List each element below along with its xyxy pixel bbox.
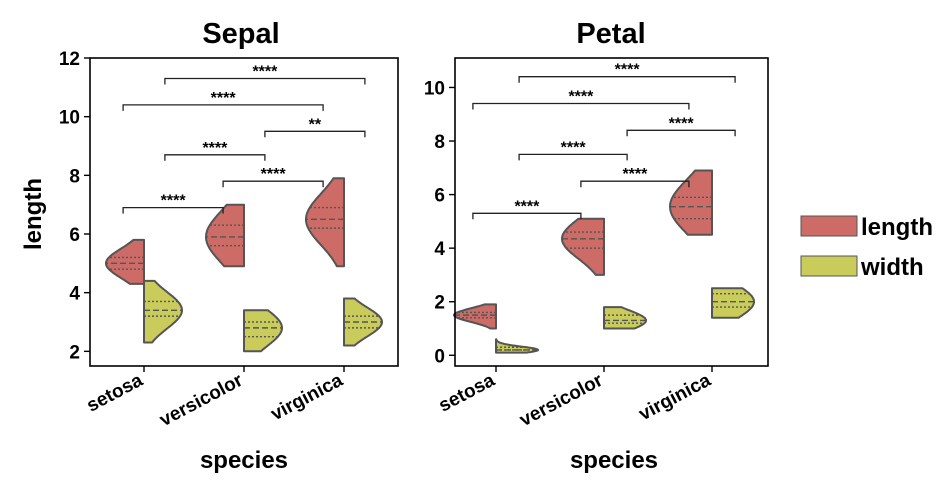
petal-violin-setosa-length bbox=[453, 303, 497, 330]
petal-x-tick-label-versicolor: versicolor bbox=[516, 370, 607, 431]
sepal-significance-bracket bbox=[122, 104, 324, 111]
petal-x-axis: setosa versicolor virginica bbox=[435, 366, 715, 431]
petal-y-tick-label: 4 bbox=[434, 239, 445, 260]
petal-significance-label: **** bbox=[622, 166, 648, 183]
petal-violin-virginica-length bbox=[669, 169, 713, 236]
sepal-chart-title: Sepal bbox=[202, 18, 279, 50]
petal-x-tick-label-setosa: setosa bbox=[435, 370, 498, 417]
sepal-significance-bracket bbox=[264, 130, 366, 138]
petal-y-axis: 0 2 4 6 8 10 bbox=[424, 78, 455, 367]
sepal-y-tick-label: 12 bbox=[59, 49, 80, 70]
petal-violin-versicolor-length bbox=[561, 217, 605, 276]
petal-violin-versicolor-width bbox=[603, 306, 647, 330]
petal-significance-label: **** bbox=[568, 89, 594, 106]
sepal-significance-label: **** bbox=[211, 90, 237, 107]
sepal-y-axis-label: length bbox=[20, 178, 47, 250]
sepal-y-tick-label: 6 bbox=[69, 225, 80, 246]
petal-y-tick-label: 0 bbox=[434, 346, 445, 367]
legend-swatch-width bbox=[800, 255, 858, 277]
petal-y-tick-label: 2 bbox=[434, 293, 445, 314]
petal-significance-bracket bbox=[472, 102, 690, 110]
sepal-violin-virginica-length bbox=[305, 177, 345, 268]
sepal-violin-setosa-length bbox=[105, 238, 145, 285]
petal-x-axis-label: species bbox=[570, 447, 658, 474]
legend-label-width: width bbox=[860, 254, 924, 281]
petal-violin-virginica-width bbox=[711, 287, 755, 319]
sepal-significance-bracket bbox=[164, 154, 266, 161]
sepal-violin-setosa-width bbox=[143, 279, 183, 344]
sepal-violin-versicolor-width bbox=[243, 309, 283, 353]
sepal-plot-area: ********************** bbox=[105, 64, 383, 353]
petal-chart-title: Petal bbox=[576, 18, 645, 50]
petal-significance-bracket bbox=[472, 212, 582, 220]
legend-label-length: length bbox=[861, 214, 933, 241]
legend: length width bbox=[800, 214, 933, 281]
sepal-x-tick-label-setosa: setosa bbox=[83, 370, 146, 417]
sepal-y-tick-label: 8 bbox=[69, 166, 80, 187]
sepal-significance-label: **** bbox=[161, 193, 187, 210]
sepal-significance-label: ** bbox=[309, 116, 322, 133]
sepal-y-tick-label: 10 bbox=[59, 108, 80, 129]
sepal-significance-bracket bbox=[122, 206, 224, 214]
sepal-significance-bracket bbox=[164, 77, 366, 85]
petal-panel: Petal **** **** **** **** **** **** 0 2 4 6 8 10 s… bbox=[424, 18, 769, 474]
petal-significance-bracket bbox=[580, 180, 690, 188]
petal-plot-area: **** **** **** **** **** **** bbox=[453, 62, 755, 354]
petal-axes-frame bbox=[454, 57, 769, 367]
sepal-x-axis-label: species bbox=[200, 447, 288, 474]
petal-y-tick-label: 6 bbox=[434, 186, 445, 207]
sepal-x-tick-label-versicolor: versicolor bbox=[156, 370, 247, 431]
legend-swatch-length bbox=[800, 215, 858, 237]
petal-y-tick-label: 8 bbox=[434, 132, 445, 153]
sepal-x-tick-label-virginica: virginica bbox=[267, 370, 346, 425]
sepal-y-tick-label: 4 bbox=[69, 284, 80, 305]
petal-significance-bracket bbox=[626, 129, 736, 137]
sepal-y-axis: 2 4 6 8 10 12 bbox=[59, 49, 90, 363]
petal-y-tick-label: 10 bbox=[424, 78, 445, 99]
sepal-significance-label: **** bbox=[261, 166, 287, 183]
sepal-significance-label: **** bbox=[202, 140, 228, 157]
petal-significance-label: **** bbox=[615, 62, 641, 79]
petal-significance-bracket bbox=[518, 153, 628, 161]
sepal-y-tick-label: 2 bbox=[69, 342, 80, 363]
sepal-significance-label: **** bbox=[252, 64, 278, 81]
sepal-x-axis: setosa versicolor virginica bbox=[83, 366, 347, 431]
sepal-violin-versicolor-length bbox=[205, 203, 245, 268]
petal-significance-label: **** bbox=[561, 139, 587, 156]
petal-significance-bracket bbox=[518, 76, 736, 83]
petal-x-tick-label-virginica: virginica bbox=[635, 370, 714, 425]
sepal-significance-bracket bbox=[222, 180, 324, 188]
petal-significance-label: **** bbox=[669, 115, 695, 132]
petal-significance-label: **** bbox=[514, 198, 540, 215]
